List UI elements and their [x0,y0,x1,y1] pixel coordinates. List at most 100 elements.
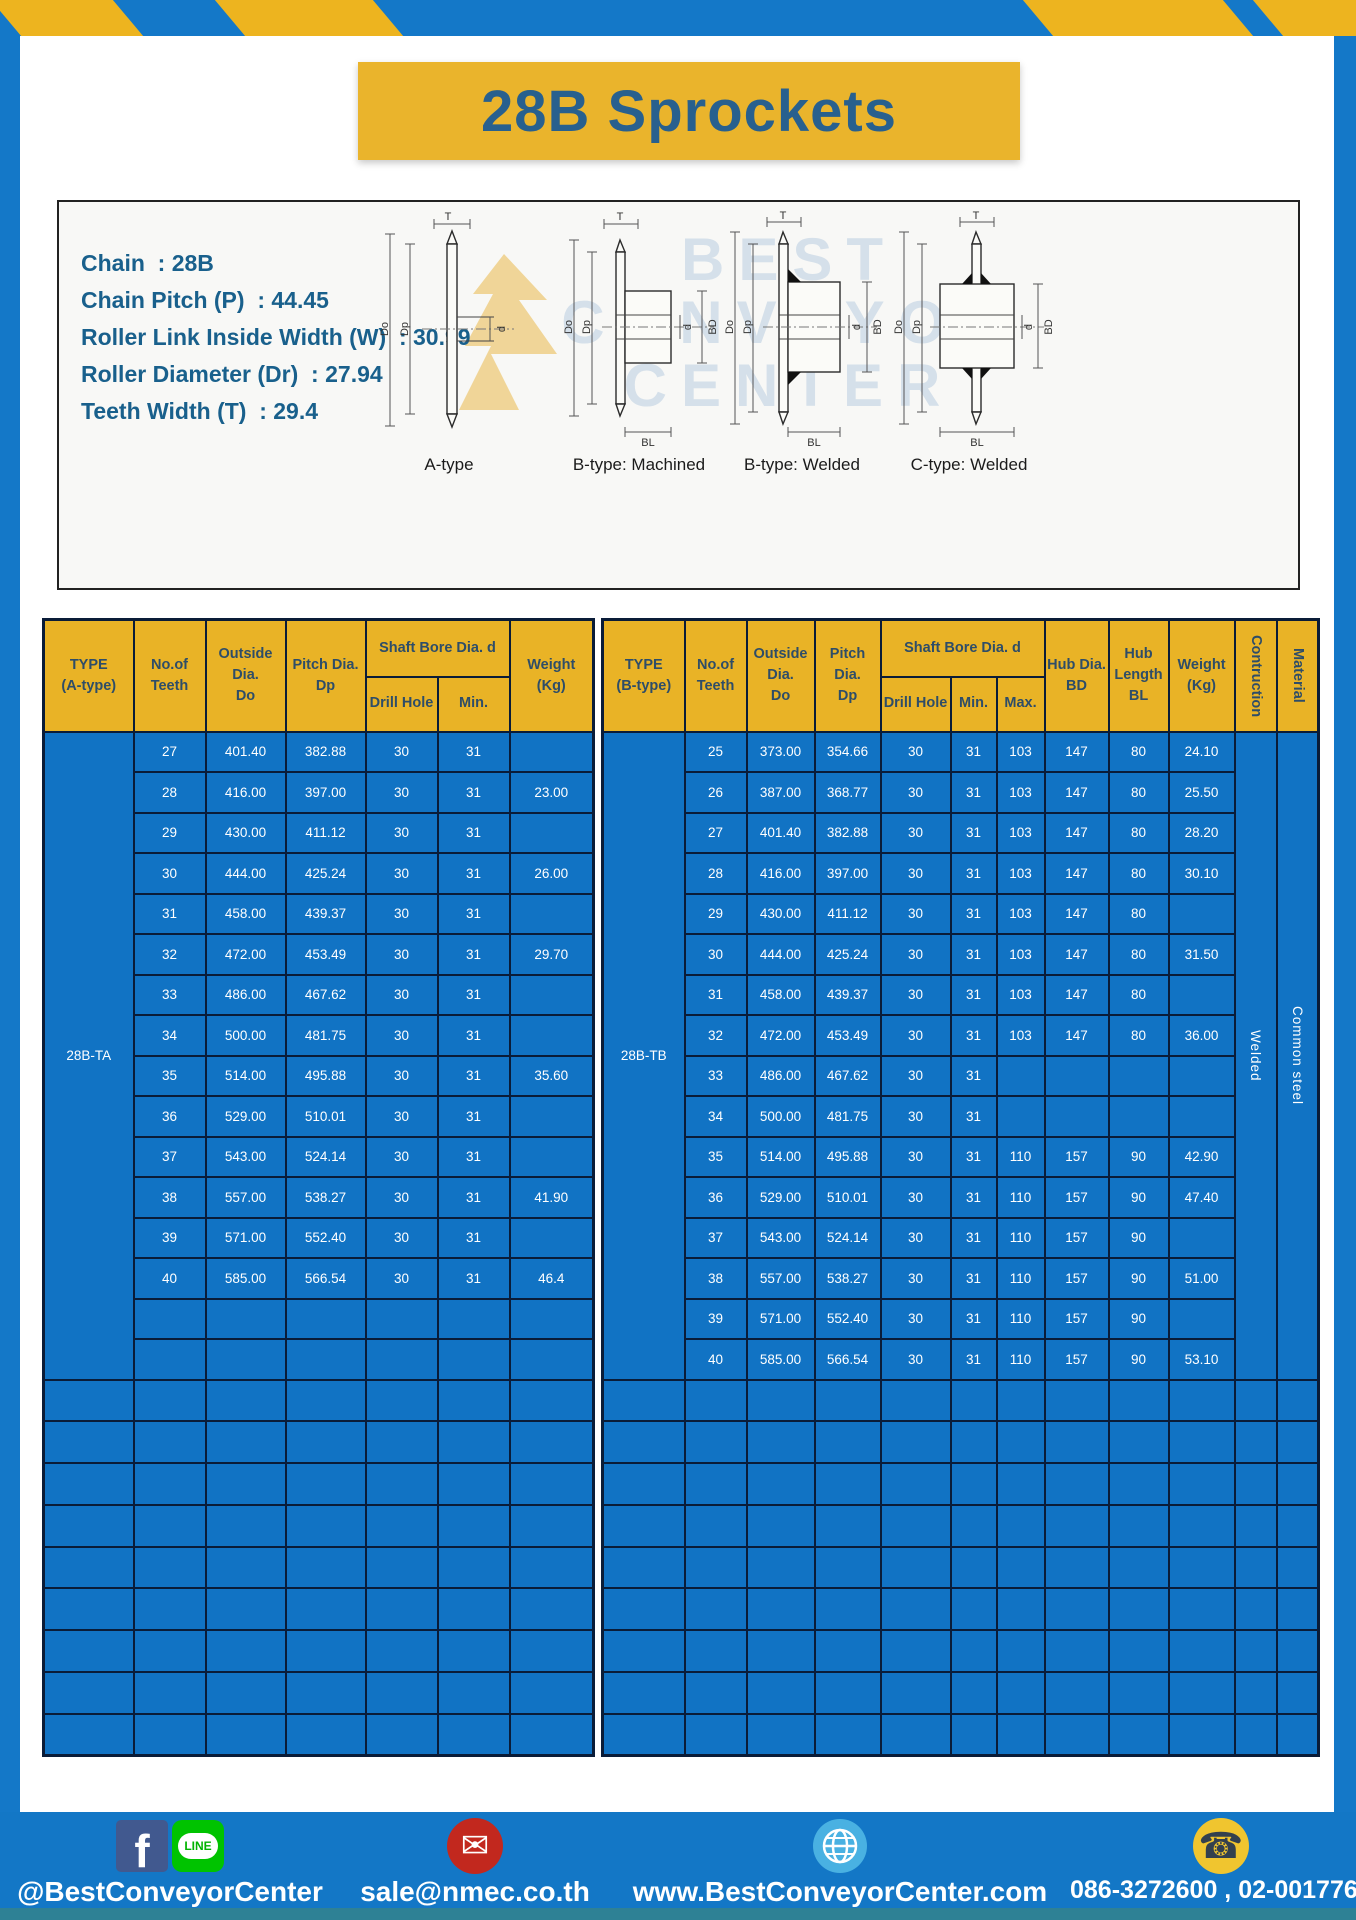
table-cell: 103 [995,771,1046,814]
table-cell: 80 [1107,1014,1170,1057]
empty-cell [508,1503,595,1548]
svg-text:BD: BD [872,319,884,334]
table-row: 31 458.00 439.37 30 31 103 147 80 [603,973,1319,1016]
table-cell: 30 [364,771,439,814]
table-cell: 514.00 [745,1135,816,1178]
footer-social-handle[interactable]: @BestConveyorCenter [17,1876,323,1907]
empty-cell [436,1378,511,1423]
table-cell: 34 [132,1014,207,1057]
table-cell: 439.37 [284,892,367,935]
col-header-min: Min. [436,675,511,733]
empty-cell [42,1671,135,1715]
table-cell: 147 [1043,730,1110,773]
empty-cell [132,1629,207,1674]
empty-cell [1167,892,1236,935]
col-header-outside-dia: Outside Dia. Do [204,618,287,733]
footer-phone-numbers[interactable]: 086-3272600 , 02-0017766 [1070,1876,1356,1904]
empty-cell [1167,1378,1236,1423]
empty-cell [1167,1671,1236,1715]
col-header-weight: Weight (Kg) [508,618,595,733]
empty-cell [284,1420,367,1465]
table-cell: 147 [1043,1014,1110,1057]
empty-cell [1167,1216,1236,1259]
globe-icon [812,1818,868,1874]
empty-cell [995,1545,1046,1590]
table-cell: 29 [132,811,207,854]
table-cell: 35 [683,1135,748,1178]
empty-cell [995,1378,1046,1423]
table-row: 40 585.00 566.54 30 31 46.4 [44,1257,595,1300]
footer: f LINE @BestConveyorCenter ✉ sale@nmec.c… [0,1812,1356,1908]
footer-website-url[interactable]: www.BestConveyorCenter.com [632,1876,1048,1907]
table-cell: 53.10 [1167,1338,1236,1381]
table-cell: 425.24 [813,933,882,976]
empty-cell [601,1503,686,1548]
empty-cell [1043,1420,1110,1465]
empty-cell [745,1503,816,1548]
empty-cell [683,1503,748,1548]
spec-tables: TYPE (A-type) No.of Teeth Outside Dia. D… [42,618,1321,1758]
empty-cell [601,1671,686,1715]
empty-table-row [601,1545,1320,1590]
empty-cell [1167,1587,1236,1632]
diagram-panel: BEST CONVEYOR CENTER Chain : 28B Chain P… [57,200,1300,590]
bottom-strip [0,1908,1356,1920]
diagram-caption: B-type: Welded [744,455,860,474]
col-header-shaft-bore: Shaft Bore Dia. d [364,618,511,678]
table-row: 36 529.00 510.01 30 31 110 157 90 47.40 [603,1176,1319,1219]
table-cell: 30 [879,1257,952,1300]
empty-cell [1107,1462,1170,1506]
table-cell: 31 [949,1054,998,1097]
table-cell: 157 [1043,1135,1110,1178]
empty-table-row [601,1587,1320,1632]
table-cell: 147 [1043,892,1110,935]
table-row: 29 430.00 411.12 30 31 [44,811,595,854]
table-cell: 42.90 [1167,1135,1236,1178]
table-cell: 30 [364,1216,439,1259]
table-cell: 30 [879,1297,952,1340]
table-cell: 31 [436,811,511,854]
empty-cell [995,1671,1046,1715]
col-header-pitch-dia: Pitch Dia. Dp [813,618,882,733]
empty-cell [132,1420,207,1465]
empty-cell [1275,1420,1320,1465]
empty-table-row [42,1503,595,1548]
table-cell: 472.00 [745,1014,816,1057]
table-cell: 467.62 [813,1054,882,1097]
table-cell: 30 [364,730,439,773]
table-cell: 31 [949,852,998,895]
watermark-lion-logo [459,254,557,410]
table-row: 39 571.00 552.40 30 31 [44,1216,595,1259]
empty-cell [1043,1462,1110,1506]
empty-cell [949,1629,998,1674]
empty-cell [683,1378,748,1423]
table-cell: 110 [995,1338,1046,1381]
empty-cell [204,1671,287,1715]
empty-cell [745,1712,816,1757]
table-cell: 90 [1107,1338,1170,1381]
table-cell: 566.54 [813,1338,882,1381]
table-cell: 31 [949,1135,998,1178]
empty-cell [1107,1671,1170,1715]
svg-text:Dp: Dp [581,320,593,334]
table-cell: 514.00 [204,1054,287,1097]
empty-cell [995,1054,1046,1097]
empty-cell [1275,1712,1320,1757]
empty-cell [745,1378,816,1423]
table-cell: 30 [879,730,952,773]
table-cell: 401.40 [745,811,816,854]
empty-cell [601,1629,686,1674]
table-cell: 31 [436,1176,511,1219]
table-cell: 30 [364,811,439,854]
empty-cell [364,1545,439,1590]
footer-email-address[interactable]: sale@nmec.co.th [360,1876,590,1907]
empty-cell [508,1545,595,1590]
empty-cell [949,1671,998,1715]
table-cell: 157 [1043,1257,1110,1300]
empty-cell [1167,1420,1236,1465]
empty-table-row [601,1629,1320,1674]
table-cell: 571.00 [745,1297,816,1340]
empty-table-row [601,1671,1320,1715]
table-cell: 80 [1107,973,1170,1016]
table-cell: 30 [132,852,207,895]
